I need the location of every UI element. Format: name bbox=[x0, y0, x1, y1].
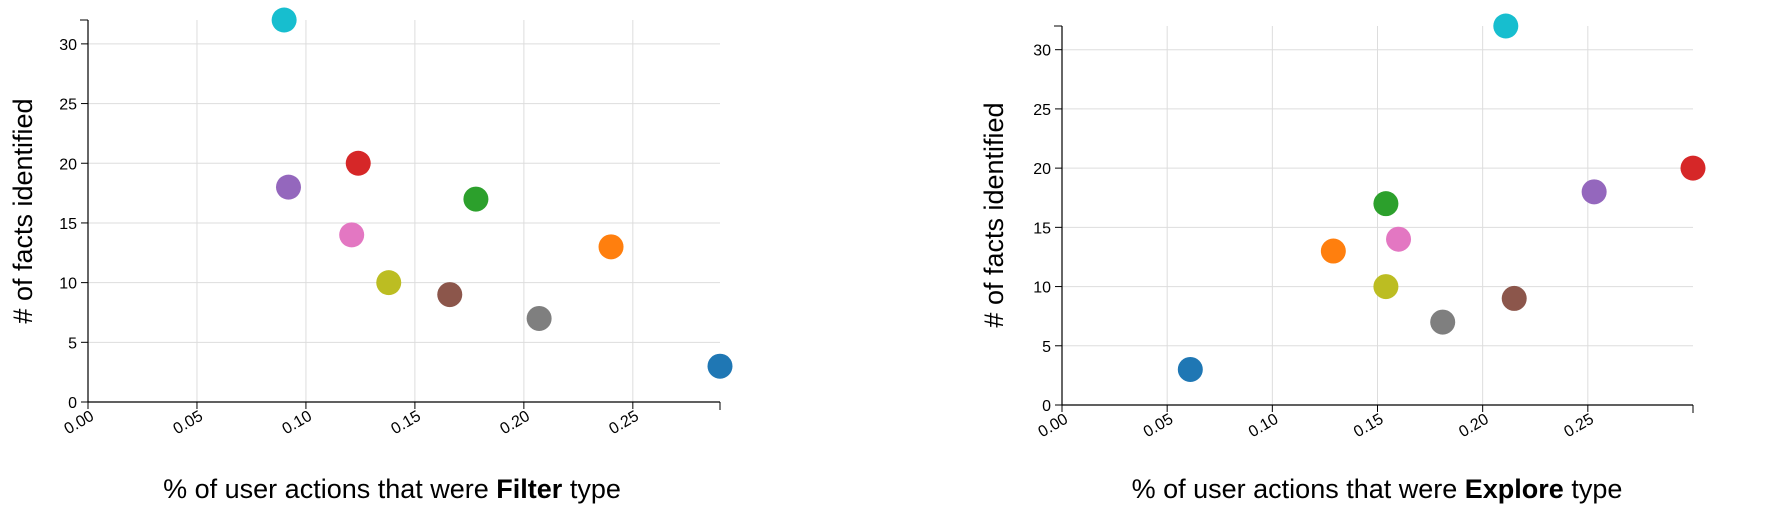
data-point bbox=[1493, 13, 1519, 39]
y-tick-label: 30 bbox=[59, 37, 77, 54]
data-point bbox=[376, 270, 402, 296]
data-point bbox=[345, 150, 371, 176]
x-tick-label: 0.20 bbox=[1456, 411, 1492, 441]
chart-explore-scatter: 0 5 10 15 20 25 30 0.00 0.05 0.10 0.15 0.20 0.25 % of… bbox=[979, 13, 1706, 504]
y-tick-label: 15 bbox=[1033, 220, 1051, 237]
x-axis-title-prefix: % of user actions that were bbox=[1132, 474, 1465, 504]
data-point bbox=[463, 186, 489, 212]
y-tick-label: 30 bbox=[1033, 43, 1051, 60]
y-tick-label: 5 bbox=[1042, 339, 1051, 356]
x-tick-label: 0.20 bbox=[497, 408, 533, 438]
y-tick-label: 20 bbox=[59, 156, 77, 173]
y-axis-title: # of facts identified bbox=[979, 102, 1009, 327]
gridlines bbox=[1062, 26, 1693, 406]
y-tick-label: 15 bbox=[59, 216, 77, 233]
data-point bbox=[275, 174, 301, 200]
x-axis-title-bold: Explore bbox=[1465, 474, 1564, 504]
x-axis-title: % of user actions that were Explore type bbox=[1132, 474, 1623, 504]
data-point bbox=[1373, 274, 1399, 300]
data-point bbox=[598, 234, 624, 260]
x-axis-title: % of user actions that were Filter type bbox=[163, 474, 621, 504]
y-tick-label: 5 bbox=[68, 335, 77, 352]
x-tick-label: 0.15 bbox=[388, 408, 424, 438]
gridlines bbox=[88, 20, 720, 403]
data-point bbox=[1430, 309, 1456, 335]
data-point bbox=[1680, 155, 1706, 181]
x-tick-label: 0.00 bbox=[1036, 411, 1072, 441]
x-tick-label: 0.00 bbox=[62, 408, 98, 438]
x-axis-title-suffix: type bbox=[562, 474, 621, 504]
x-axis-title-suffix: type bbox=[1564, 474, 1623, 504]
y-tick-label: 25 bbox=[59, 97, 77, 114]
x-tick-label: 0.10 bbox=[1246, 411, 1282, 441]
y-tick-label: 10 bbox=[1033, 280, 1051, 297]
x-tick-label: 0.05 bbox=[1141, 411, 1177, 441]
data-point bbox=[437, 282, 463, 308]
data-point bbox=[1386, 226, 1412, 252]
x-axis-title-prefix: % of user actions that were bbox=[163, 474, 496, 504]
y-tick-label: 0 bbox=[1042, 398, 1051, 415]
data-point bbox=[1177, 356, 1203, 382]
y-axis-title: # of facts identified bbox=[8, 98, 38, 323]
x-tick-label: 0.15 bbox=[1351, 411, 1387, 441]
y-tick-label: 0 bbox=[68, 395, 77, 412]
y-tick-label: 20 bbox=[1033, 161, 1051, 178]
chart-filter-scatter: 0 5 10 15 20 25 30 0.00 0.05 0.10 0.15 0.20 0.25 % of… bbox=[8, 7, 733, 504]
y-tick-label: 25 bbox=[1033, 102, 1051, 119]
data-point bbox=[1320, 238, 1346, 264]
y-tick-label: 10 bbox=[59, 276, 77, 293]
x-tick-label: 0.25 bbox=[1561, 411, 1597, 441]
data-point bbox=[1501, 285, 1527, 311]
x-tick-label: 0.25 bbox=[606, 408, 642, 438]
data-point bbox=[1373, 191, 1399, 217]
x-tick-label: 0.10 bbox=[279, 408, 315, 438]
x-axis-title-bold: Filter bbox=[496, 474, 563, 504]
data-point bbox=[707, 353, 733, 379]
data-point bbox=[339, 222, 365, 248]
x-tick-label: 0.05 bbox=[170, 408, 206, 438]
data-point bbox=[1581, 179, 1607, 205]
data-point bbox=[271, 7, 297, 33]
data-point bbox=[526, 305, 552, 331]
